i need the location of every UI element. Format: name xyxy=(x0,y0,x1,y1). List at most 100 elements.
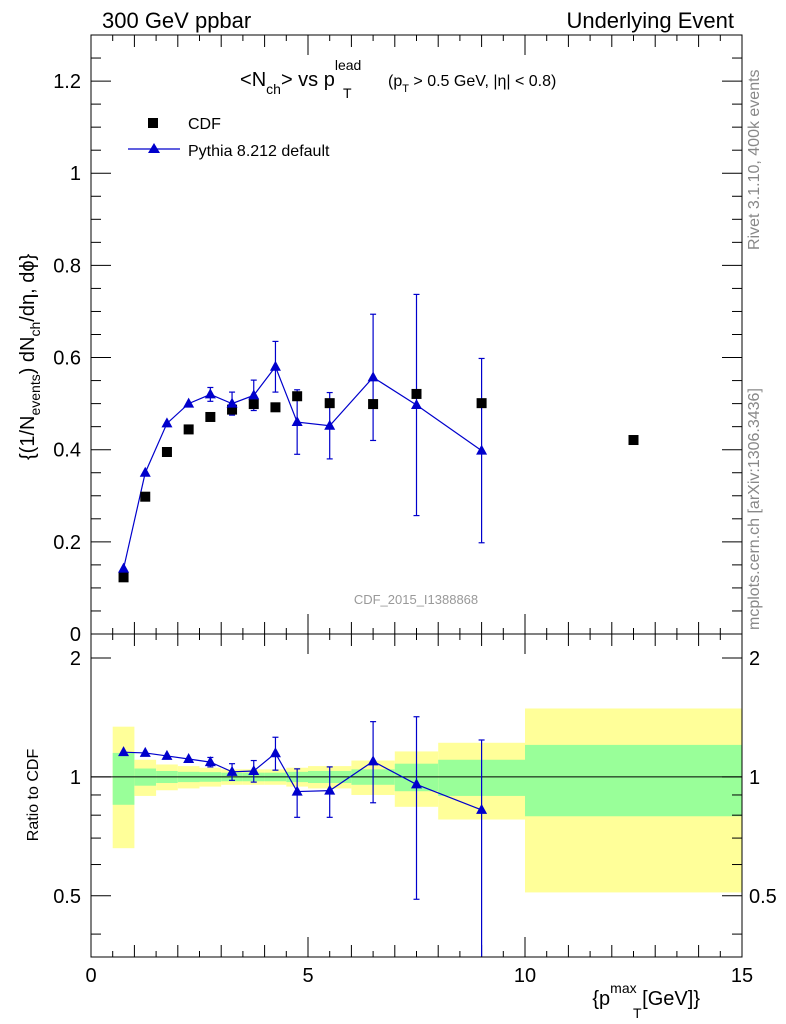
ratio-panel: 0.5 0.5 1 1 2 2 0 5 10 15 Ratio to CDF {pmax [Ge… xyxy=(25,633,777,1021)
header-left: 300 GeV ppbar xyxy=(102,8,252,33)
title-cut-p: (p xyxy=(388,73,402,90)
cdf-point xyxy=(183,424,194,435)
ratio-series xyxy=(118,716,488,957)
cdf-point xyxy=(248,399,259,410)
legend-pythia-label: Pythia 8.212 default xyxy=(188,143,330,160)
xlabel: {pmax [GeV]} xyxy=(592,980,700,1010)
main-ytick-label: 1 xyxy=(70,163,81,185)
cdf-point xyxy=(161,446,172,457)
ratio-point xyxy=(118,746,130,757)
ylabel-a: {(1/N xyxy=(17,416,39,460)
xlabel-T: T xyxy=(633,1005,642,1021)
xlabel-max: max xyxy=(610,980,636,996)
pythia-point xyxy=(476,444,488,455)
pythia-point xyxy=(367,371,379,382)
cdf-point xyxy=(292,391,303,402)
main-ytick-label: 0.6 xyxy=(53,348,81,370)
legend-cdf-label: CDF xyxy=(188,116,221,133)
header-right: Underlying Event xyxy=(566,8,734,33)
ratio-point xyxy=(476,803,488,814)
cdf-point xyxy=(205,411,216,422)
ratio-ytick-labels: 0.5 0.5 1 1 2 2 xyxy=(53,648,777,908)
stat-uncertainty-band xyxy=(525,744,742,817)
xlabel-b: [GeV]} xyxy=(637,988,701,1010)
ratio-ytick-label: 1 xyxy=(70,767,81,789)
mcplots-label: mcplots.cern.ch [arXiv:1306.3436] xyxy=(746,388,763,630)
ratio-point xyxy=(161,749,173,760)
ratio-point xyxy=(269,747,281,758)
pythia-point xyxy=(269,360,281,371)
xtick-label: 0 xyxy=(85,965,96,987)
title-lead: lead xyxy=(335,57,361,73)
xtick-label: 5 xyxy=(302,965,313,987)
pythia-point xyxy=(291,416,303,427)
pythia-point xyxy=(411,398,422,409)
ratio-ytick-label-right: 0.5 xyxy=(749,886,777,908)
ylabel-c: /dη, dϕ} xyxy=(17,253,39,321)
ratio-frame xyxy=(90,633,743,958)
pythia-point xyxy=(248,389,260,400)
ratio-point xyxy=(204,756,216,767)
pythia-line xyxy=(122,365,482,569)
ratio-point xyxy=(248,764,260,775)
pythia-point xyxy=(118,562,130,573)
pythia-point xyxy=(324,419,336,430)
stat-uncertainty-band xyxy=(112,752,135,805)
ratio-point xyxy=(324,784,336,795)
main-ytick-labels: 0 0.2 0.4 0.6 0.8 1 1.2 xyxy=(53,71,81,646)
title-cut: (pT > 0.5 GeV, |η| < 0.8) xyxy=(388,73,556,95)
title-N: N xyxy=(252,69,266,91)
main-ylabel: {(1/Nevents) dNch/dη, dϕ} xyxy=(17,253,43,460)
ratio-bands xyxy=(112,708,742,893)
svg-text:{(1/Nevents) dNch/dη, dϕ}: {(1/Nevents) dNch/dη, dϕ} xyxy=(17,253,43,460)
cdf-point xyxy=(270,402,281,413)
legend-pythia-marker xyxy=(148,143,160,153)
rivet-version-label: Rivet 3.1.10, 400k events xyxy=(746,69,763,250)
main-ytick-label: 0.2 xyxy=(53,532,81,554)
cdf-point xyxy=(628,435,639,446)
title-ch: ch xyxy=(266,81,281,97)
main-ticks xyxy=(90,34,743,635)
ratio-point xyxy=(367,755,379,766)
analysis-watermark: CDF_2015_I1388868 xyxy=(354,592,478,607)
title-lt: < xyxy=(240,69,252,91)
pythia-point xyxy=(139,466,151,477)
ratio-ytick-label: 2 xyxy=(70,648,81,670)
cdf-point xyxy=(411,388,422,399)
ratio-xtick-labels: 0 5 10 15 xyxy=(85,965,753,987)
xtick-label: 15 xyxy=(731,965,753,987)
ylabel-ch: ch xyxy=(27,322,43,337)
cdf-point xyxy=(140,491,151,502)
main-ytick-label: 0 xyxy=(70,624,81,646)
pythia-point xyxy=(204,388,216,399)
legend-cdf-marker xyxy=(148,118,158,128)
cdf-point xyxy=(368,399,379,410)
ratio-point xyxy=(139,746,151,757)
title-cut-rest: > 0.5 GeV, |η| < 0.8) xyxy=(409,73,556,90)
title-cut-T: T xyxy=(402,83,409,95)
legend: CDF Pythia 8.212 default xyxy=(128,116,330,160)
main-ytick-label: 0.8 xyxy=(53,255,81,277)
pythia-point xyxy=(226,397,238,408)
ylabel-events: events xyxy=(27,374,43,415)
ratio-ylabel: Ratio to CDF xyxy=(25,749,42,842)
main-title: <Nch> vs plead xyxy=(240,57,361,97)
ratio-point xyxy=(411,778,422,789)
title-vs: > vs p xyxy=(281,69,335,91)
ratio-ytick-label-right: 1 xyxy=(749,767,760,789)
ratio-point xyxy=(226,765,238,776)
ratio-point xyxy=(183,752,195,763)
main-ytick-label: 1.2 xyxy=(53,71,81,93)
main-panel: 00.20.40.60.811.2 <Nch> vs plead T (pT >… xyxy=(17,34,743,646)
xlabel-a: {p xyxy=(592,988,610,1010)
ratio-point xyxy=(291,785,303,796)
ratio-ytick-label-right: 2 xyxy=(749,648,760,670)
cdf-point xyxy=(324,398,335,409)
main-series xyxy=(118,293,639,583)
pythia-point xyxy=(183,397,195,408)
ratio-ytick-label: 0.5 xyxy=(53,886,81,908)
pythia-point xyxy=(161,417,173,428)
cdf-point xyxy=(476,398,487,409)
ratio-ticks xyxy=(90,634,743,957)
